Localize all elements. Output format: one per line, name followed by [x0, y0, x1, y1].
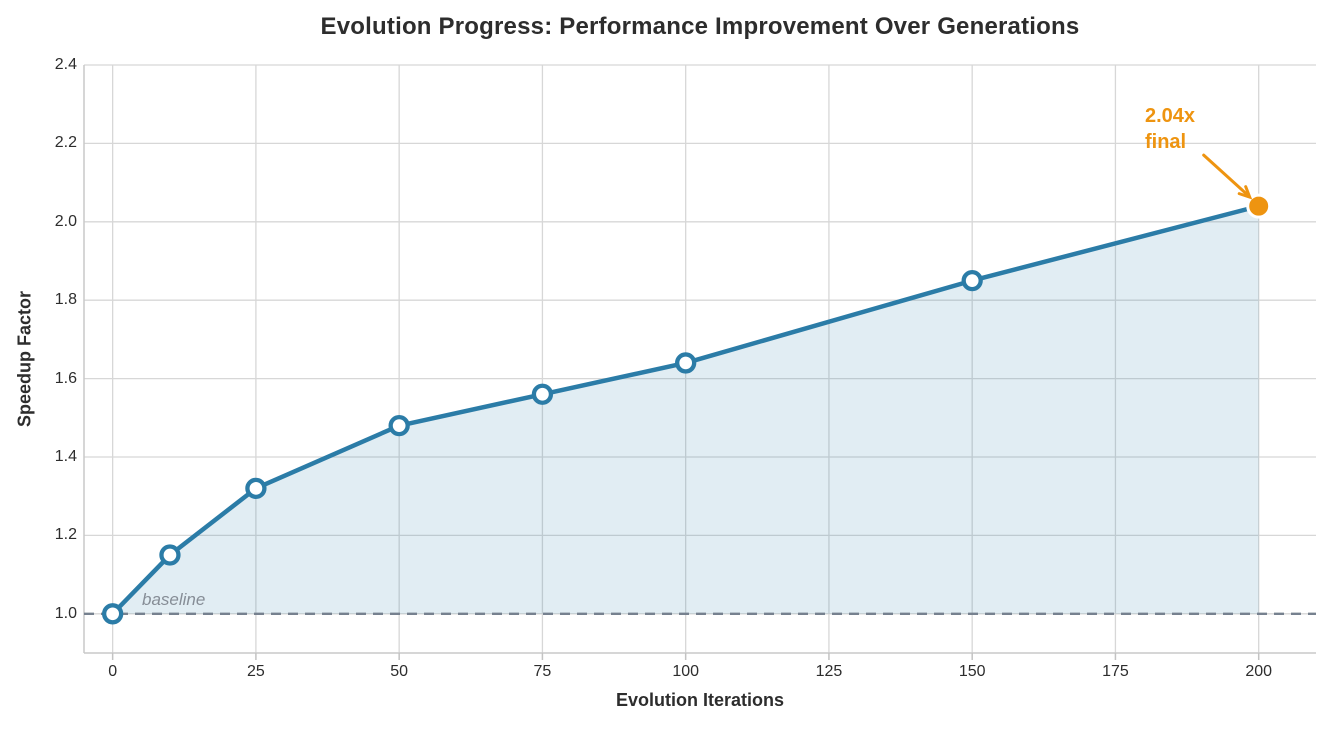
data-point-markers [102, 269, 983, 625]
y-tick-label: 1.0 [54, 604, 77, 622]
final-data-point [1246, 193, 1272, 219]
axis-spines [83, 65, 1316, 654]
y-axis-label: Speedup Factor [14, 290, 35, 428]
x-tick-label: 0 [108, 663, 118, 680]
x-axis-label: Evolution Iterations [615, 690, 784, 710]
data-point [675, 352, 697, 374]
y-tick-label: 1.6 [54, 369, 77, 387]
x-tick-label: 75 [533, 663, 552, 680]
annotation-arrow [1202, 153, 1253, 200]
speedup-line [110, 203, 1261, 617]
chart-title: Evolution Progress: Performance Improvem… [320, 13, 1080, 40]
x-tick-label: 150 [958, 663, 986, 680]
y-tick-label: 1.2 [54, 526, 77, 544]
annotation-line1: 2.04x [1145, 105, 1196, 127]
data-point [388, 414, 410, 437]
x-tick-label: 200 [1245, 663, 1273, 680]
data-point [961, 269, 983, 292]
x-tick-label: 25 [247, 663, 265, 680]
final-value-annotation: 2.04x final [1145, 103, 1195, 155]
area-fill [112, 206, 1259, 614]
y-tick-label: 1.8 [54, 291, 77, 309]
x-tick-label: 125 [815, 663, 843, 680]
y-tick-label: 1.4 [54, 448, 77, 465]
x-tick-label: 175 [1102, 663, 1129, 680]
x-tick-marks [111, 653, 1260, 660]
data-point [245, 477, 267, 500]
y-tick-label: 2.2 [54, 134, 77, 152]
baseline-label: baseline [142, 590, 206, 609]
data-point [531, 383, 554, 405]
data-point [102, 603, 124, 625]
data-point [159, 544, 181, 566]
x-tick-label: 100 [672, 663, 700, 680]
y-tick-label: 2.4 [54, 56, 77, 73]
annotation-line2: final [1145, 131, 1187, 153]
x-tick-label: 50 [390, 663, 409, 680]
y-tick-label: 2.0 [54, 212, 77, 230]
